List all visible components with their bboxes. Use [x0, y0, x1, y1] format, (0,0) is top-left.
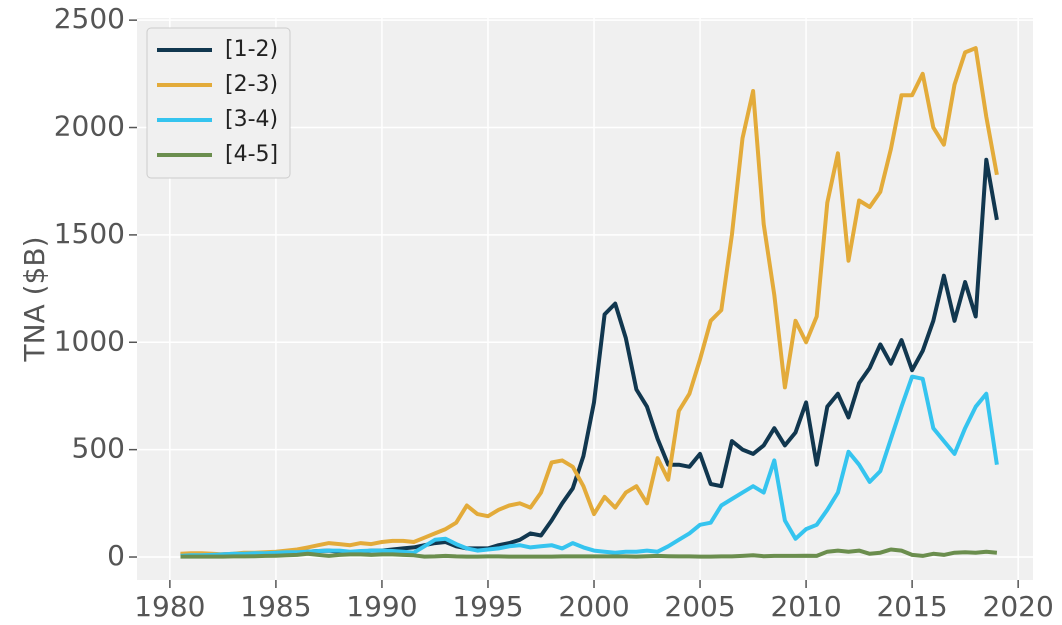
x-tick-label: 1995	[452, 590, 523, 623]
series-line	[180, 46, 999, 557]
legend-label: [2-3)	[225, 72, 278, 97]
y-tick-label: 1000	[54, 324, 125, 357]
x-tick-label: 2005	[664, 590, 735, 623]
series-line	[180, 547, 998, 559]
x-tick-label: 2015	[876, 590, 947, 623]
legend-label: [4-5]	[225, 142, 278, 167]
y-tick-label: 0	[107, 539, 125, 572]
y-tick-label: 1500	[54, 217, 125, 250]
x-tick-label: 2010	[770, 590, 841, 623]
legend-label: [1-2)	[225, 37, 278, 62]
x-tick-label: 1980	[134, 590, 205, 623]
series-line	[180, 374, 999, 558]
y-tick-label: 2500	[54, 2, 125, 35]
legend-label: [3-4)	[225, 107, 278, 132]
x-tick-label: 1990	[346, 590, 417, 623]
legend-box	[146, 27, 291, 179]
x-tick-label: 2020	[983, 590, 1054, 623]
y-tick-label: 2000	[54, 110, 125, 143]
x-tick-label: 1985	[240, 590, 311, 623]
x-tick-label: 2000	[558, 590, 629, 623]
legend: [1-2) [2-3) [3-4) [4-5]	[146, 27, 291, 179]
y-tick-label: 500	[72, 432, 125, 465]
y-axis-label: TNA ($B)	[18, 237, 51, 363]
